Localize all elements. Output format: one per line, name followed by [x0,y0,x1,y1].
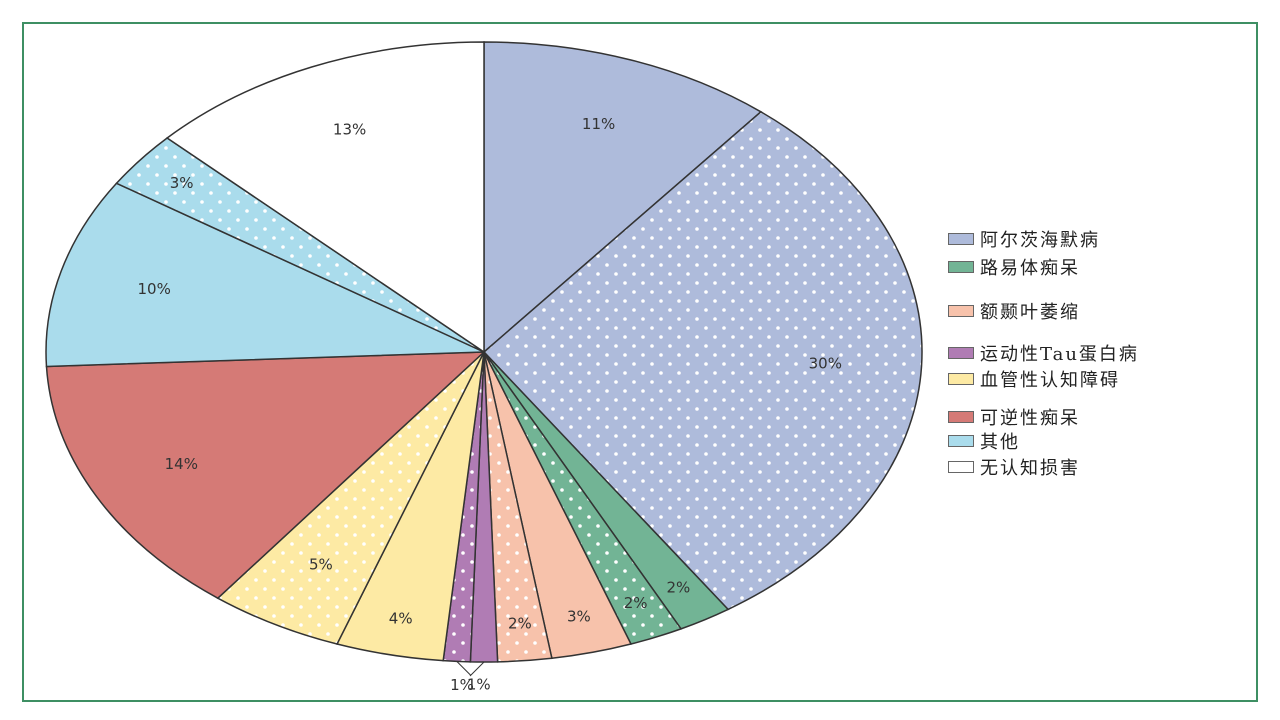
legend-label: 无认知损害 [980,458,1080,479]
legend-swatch [948,305,974,317]
pie-slice [483,41,763,354]
slice-label: 5% [309,556,333,574]
legend-label: 额颞叶萎缩 [980,302,1080,323]
pie-slice [45,351,486,600]
legend-item: 血管性认知障碍 [948,366,1120,392]
legend-label: 阿尔茨海默病 [980,230,1100,251]
legend-item: 运动性Tau蛋白病 [948,340,1139,366]
legend-label: 其他 [980,432,1020,453]
legend-swatch [948,411,974,423]
leader-line [469,661,485,677]
slice-label: 4% [389,609,413,627]
slice-label: 30% [809,354,842,372]
leader-line [456,661,472,676]
legend-item: 路易体痴呆 [948,254,1080,280]
pie-slice [45,182,485,368]
legend-swatch [948,373,974,385]
legend-item: 无认知损害 [948,454,1080,480]
slice-label: 14% [165,455,198,473]
slice-label: 2% [624,594,648,612]
legend-label: 血管性认知障碍 [980,370,1120,391]
legend-item: 其他 [948,428,1020,454]
legend-item: 额颞叶萎缩 [948,298,1080,324]
legend-item: 可逆性痴呆 [948,404,1080,430]
slice-label: 1% [450,676,474,694]
slice-label: 3% [170,174,194,192]
legend-swatch [948,261,974,273]
slice-label: 2% [667,579,691,597]
slice-label: 1% [467,675,491,693]
slice-label: 13% [333,121,366,139]
pie-slice [482,110,923,611]
pie-slice [165,41,485,354]
slice-label: 3% [567,607,591,625]
cropped-caption-strip [0,706,760,720]
slice-label: 10% [138,280,171,298]
legend-swatch [948,233,974,245]
legend-swatch [948,435,974,447]
legend-label: 可逆性痴呆 [980,408,1080,429]
legend-item: 阿尔茨海默病 [948,226,1100,252]
legend-label: 运动性Tau蛋白病 [980,344,1139,365]
legend-swatch [948,461,974,473]
slice-label: 2% [508,615,532,633]
legend-swatch [948,347,974,359]
legend-label: 路易体痴呆 [980,258,1080,279]
slice-label: 11% [582,115,615,133]
